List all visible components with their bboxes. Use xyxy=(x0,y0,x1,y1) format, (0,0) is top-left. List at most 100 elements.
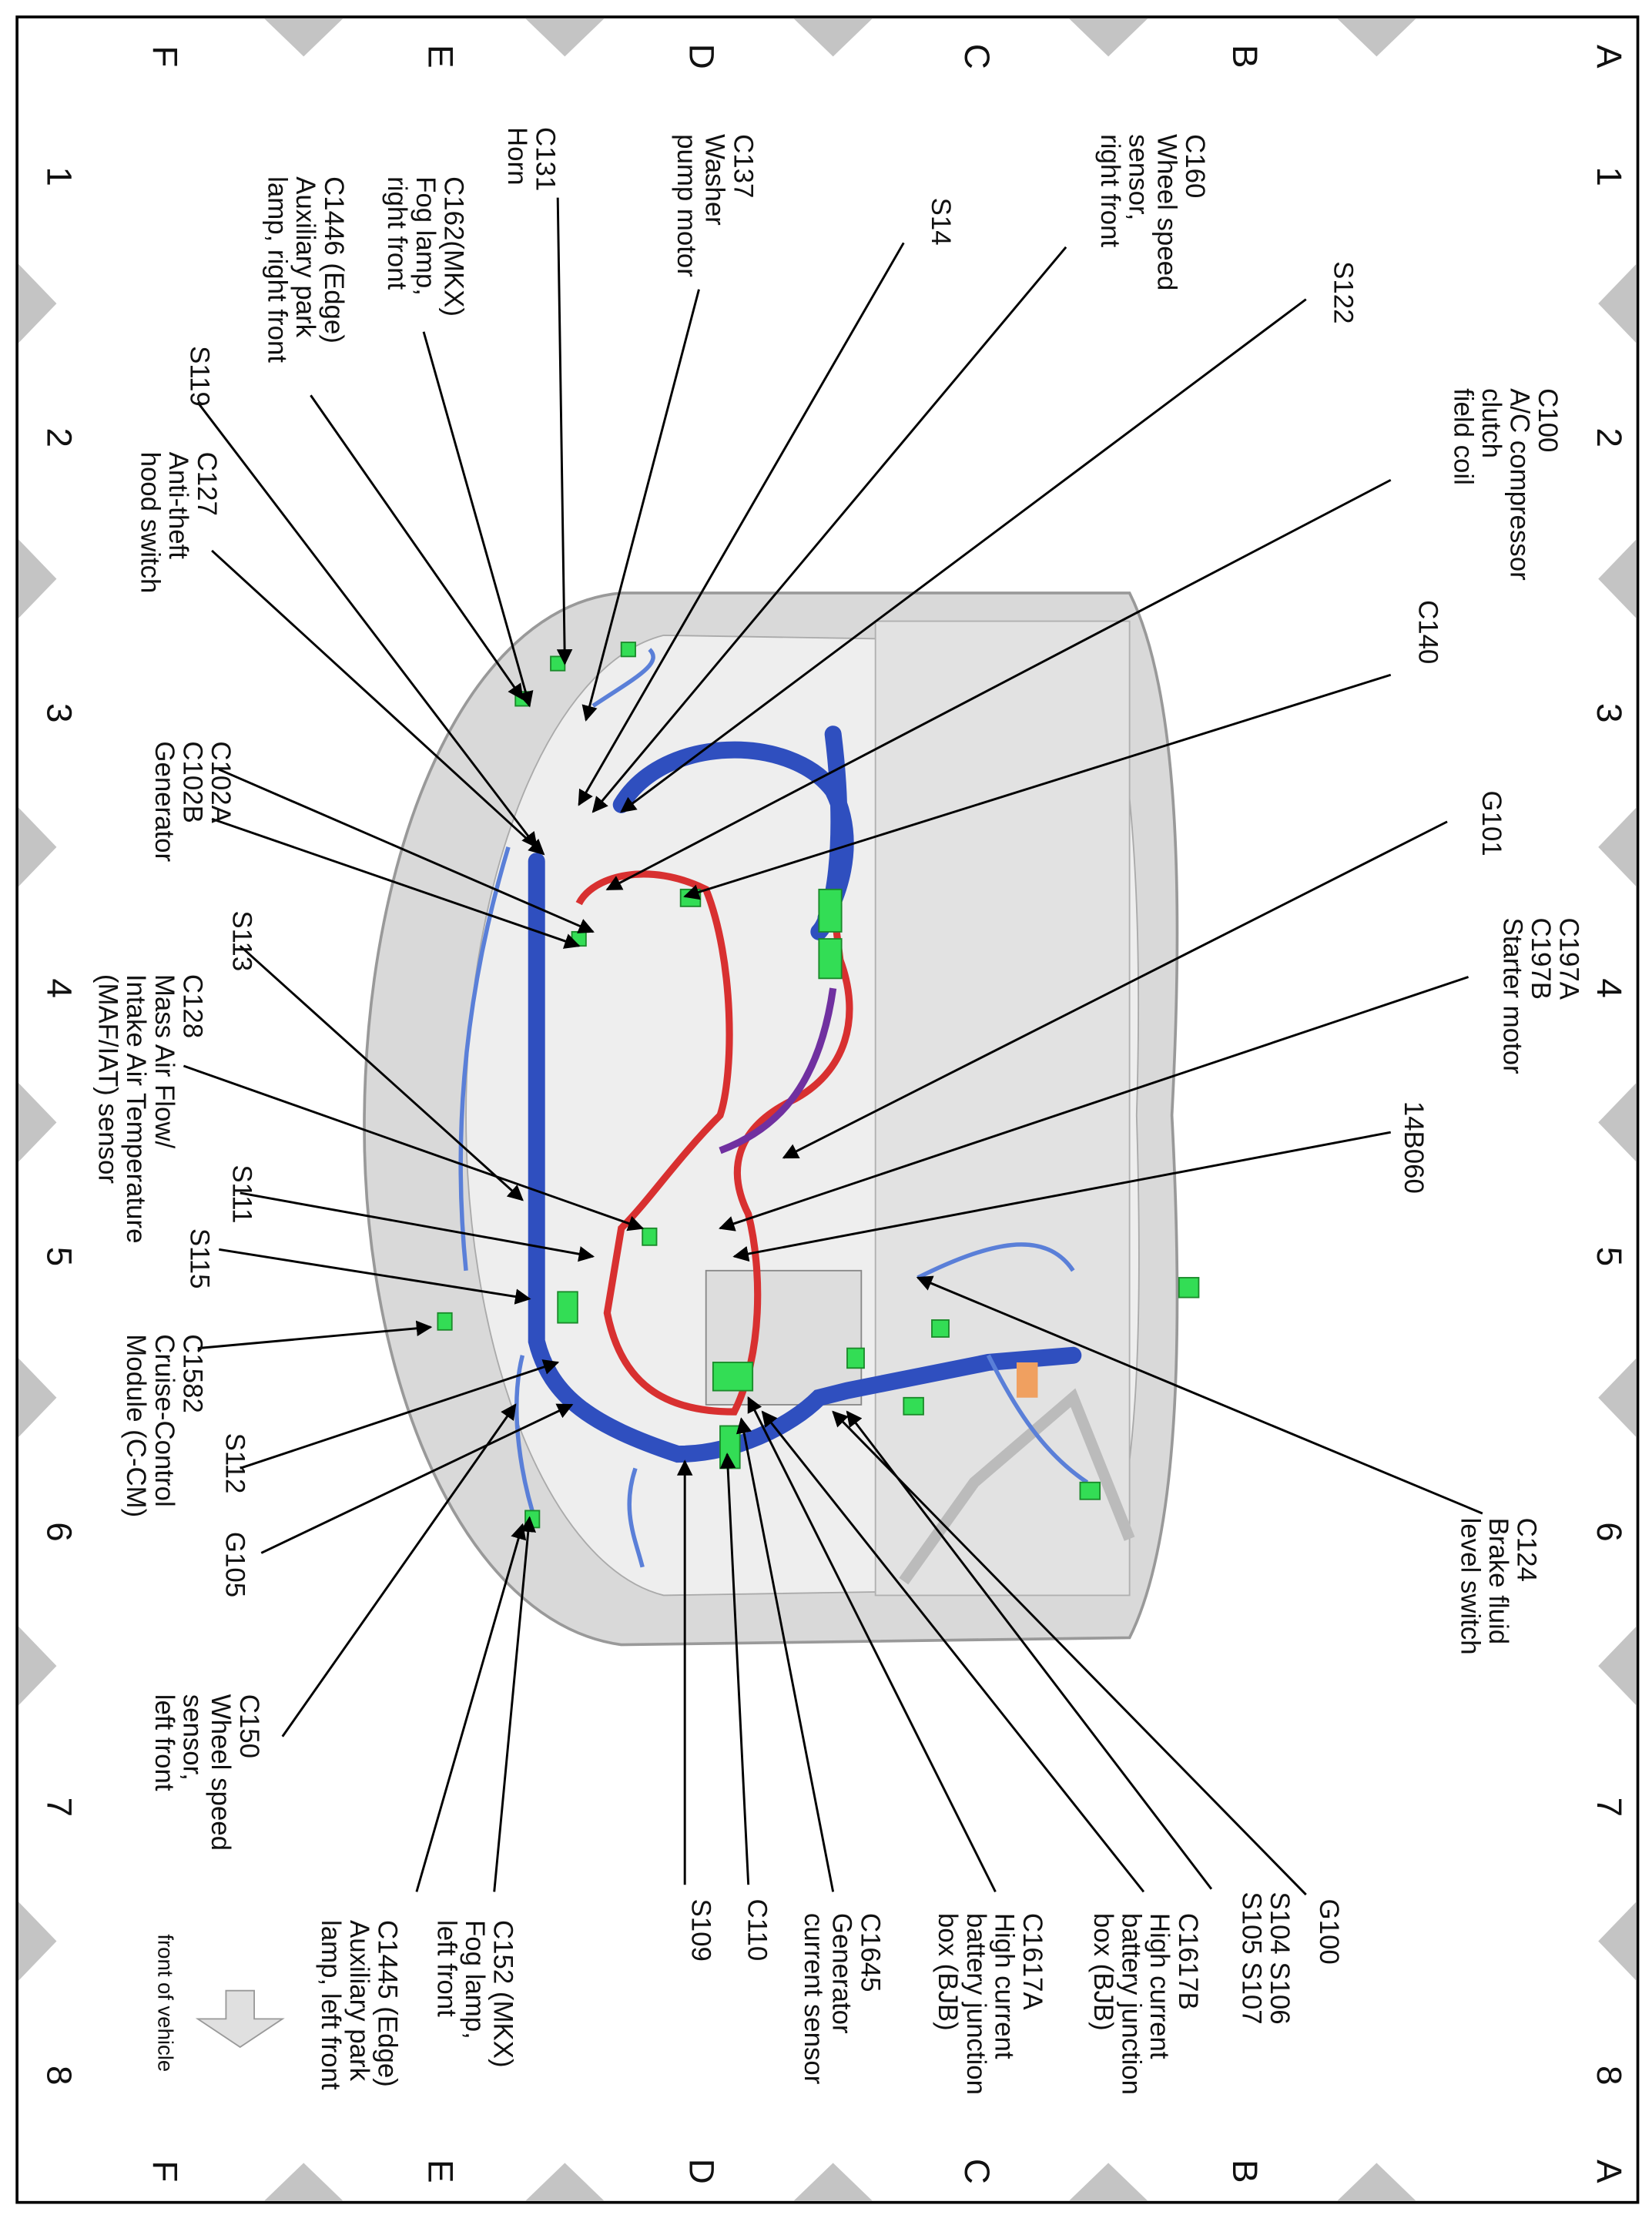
callout-label: battery junction xyxy=(961,1913,991,2095)
leader-line xyxy=(620,298,1307,813)
grid-marker xyxy=(1337,18,1416,57)
leader-line xyxy=(605,478,1392,891)
callout-label: sensor, xyxy=(1124,134,1154,220)
leader-line xyxy=(211,817,581,949)
grid-marker xyxy=(525,18,605,57)
harness-starter xyxy=(719,987,837,1154)
callout-label: Generator xyxy=(827,1913,857,2034)
leader-line xyxy=(719,1453,750,1885)
callout-label: right front xyxy=(1095,134,1125,247)
callout-label: Horn xyxy=(502,127,532,185)
grid-row-label: F xyxy=(146,45,185,67)
leader-line xyxy=(719,976,1469,1231)
callout-label: C127 xyxy=(192,452,222,516)
callout-label: S122 xyxy=(1328,261,1358,323)
grid-row-label: B xyxy=(1225,2160,1265,2183)
leader-line xyxy=(196,401,538,849)
grid-row-label: E xyxy=(421,2160,460,2183)
leader-line xyxy=(183,1064,645,1231)
callout-label: Fog lamp, xyxy=(410,176,441,296)
grid-marker xyxy=(18,1902,57,1981)
leader-line xyxy=(240,1359,560,1469)
callout-label: G105 xyxy=(219,1532,250,1597)
leaders xyxy=(183,197,1483,1896)
grid-column-label: 4 xyxy=(1590,978,1629,997)
callout-label: G101 xyxy=(1476,791,1506,856)
front-label: front of vehicle xyxy=(153,1934,177,2072)
grid-column-label: 2 xyxy=(1590,428,1629,447)
grid-column-label: 4 xyxy=(39,978,79,997)
callout-label: C131 xyxy=(531,127,561,191)
leader-line xyxy=(683,673,1392,900)
callout-label: C102A xyxy=(206,741,236,823)
grid-column-label: 3 xyxy=(1590,703,1629,722)
callout-label: High current xyxy=(1144,1913,1174,2059)
callout-label: Intake Air Temperature xyxy=(121,974,151,1244)
grid-row-label: C xyxy=(957,44,997,69)
callout-label: C197B xyxy=(1526,918,1556,1000)
callout-label: Auxiliary park xyxy=(290,176,320,338)
callout-label: C152 (MKX) xyxy=(488,1920,518,2068)
grid-marker xyxy=(1068,18,1148,57)
leader-line xyxy=(736,1417,835,1892)
callout-label: Wheel speed xyxy=(206,1694,236,1851)
leader-line xyxy=(556,197,573,665)
callout-label: S109 xyxy=(685,1899,715,1962)
grid-row-label: C xyxy=(957,2159,997,2184)
callout-label: Brake fluid xyxy=(1483,1518,1513,1644)
callout-label: clutch xyxy=(1476,388,1506,458)
grid-marker xyxy=(1598,1358,1637,1438)
callout-label: S104 S106 xyxy=(1265,1892,1295,2024)
grid-marker xyxy=(18,1083,57,1162)
callout-label: lamp, left front xyxy=(316,1920,346,2090)
grid-column-label: 6 xyxy=(39,1522,79,1541)
leader-line xyxy=(310,394,524,701)
grid-marker xyxy=(1598,807,1637,887)
grid-column-label: 8 xyxy=(1590,2066,1629,2085)
callout-label: current sensor xyxy=(799,1913,829,2085)
leader-line xyxy=(281,1403,517,1737)
leader-line xyxy=(422,331,534,708)
leader-line xyxy=(846,1410,1213,1890)
callout-label: sensor, xyxy=(177,1694,207,1781)
callout-label: C1445 (Edge) xyxy=(372,1920,402,2087)
leader-line xyxy=(493,1516,537,1892)
frame xyxy=(15,15,1640,2204)
callout-label: C1617A xyxy=(1017,1913,1047,2011)
callout-label: battery junction xyxy=(1116,1913,1146,2095)
grid-marker xyxy=(1068,2163,1148,2201)
callout-label: C102B xyxy=(177,741,207,823)
grid-row-label: F xyxy=(146,2160,185,2182)
leader-line xyxy=(747,1396,997,1893)
callout-label: box (BJB) xyxy=(1088,1913,1118,2031)
leader-line xyxy=(240,1191,595,1262)
callout-label: Washer xyxy=(700,134,730,226)
callout-label: C1446 (Edge) xyxy=(319,176,349,343)
leader-line xyxy=(578,242,905,806)
grid-marker xyxy=(263,18,343,57)
grid-row-label: B xyxy=(1225,45,1265,69)
callout-label: C137 xyxy=(728,134,758,198)
grid-column-label: 7 xyxy=(39,1798,79,1817)
callout-label: Fog lamp, xyxy=(460,1920,490,2039)
grid-markers xyxy=(18,18,1637,2201)
callout-label: C1582 xyxy=(177,1334,207,1413)
fuse xyxy=(1016,1362,1038,1398)
grid-column-label: 2 xyxy=(39,428,79,447)
vehicle xyxy=(363,591,1200,1647)
leader-line xyxy=(211,549,545,856)
callout-label: field coil xyxy=(1448,388,1478,485)
callout-label: lamp, right front xyxy=(262,176,292,363)
grid-marker xyxy=(18,539,57,618)
callout-label: C197A xyxy=(1554,918,1584,1000)
callout-label: High current xyxy=(989,1913,1019,2059)
callout-label: C110 xyxy=(742,1899,772,1962)
callout-label: S115 xyxy=(185,1228,215,1289)
callout-label: C1645 xyxy=(855,1913,885,1992)
grid-row-label: D xyxy=(682,44,721,69)
grid-row-label: E xyxy=(421,45,460,69)
grid-marker xyxy=(18,807,57,887)
callout-label: hood switch xyxy=(135,452,165,594)
callout-label: Starter motor xyxy=(1497,918,1527,1075)
leader-line xyxy=(219,1248,531,1305)
